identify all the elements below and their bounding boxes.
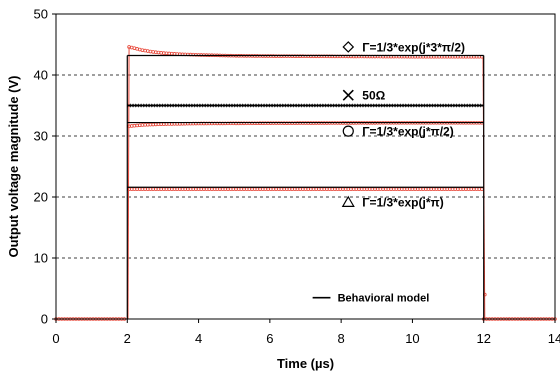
circle-icon <box>342 125 354 137</box>
grid <box>56 13 555 259</box>
tick-label-x-0: 0 <box>52 331 59 346</box>
series-label-1: 50Ω <box>362 89 385 103</box>
tick-label-x-14: 14 <box>548 331 560 346</box>
tick-label-x-2: 2 <box>124 331 131 346</box>
y-axis-title: Output voltage magnitude (V) <box>6 76 21 258</box>
legend-label: Behavioral model <box>338 293 430 305</box>
legend: Behavioral model <box>312 293 430 305</box>
tick-label-y-30: 30 <box>34 129 48 144</box>
axes <box>52 13 556 323</box>
tick-label-x-8: 8 <box>338 331 345 346</box>
tick-label-x-12: 12 <box>476 331 490 346</box>
tick-label-x-6: 6 <box>266 331 273 346</box>
measured-data <box>54 45 557 321</box>
tick-label-y-10: 10 <box>34 251 48 266</box>
cross-icon <box>342 89 354 101</box>
tick-label-x-10: 10 <box>405 331 419 346</box>
tick-label-y-40: 40 <box>34 68 48 83</box>
tick-labels: 0 10 20 30 40 50 0 2 4 6 8 10 12 14 <box>34 7 560 347</box>
tick-label-y-50: 50 <box>34 7 48 22</box>
plot-frame <box>55 13 556 320</box>
tick-label-y-20: 20 <box>34 190 48 205</box>
measured-rise-edge <box>127 46 130 320</box>
series-label-0: Γ=1/3*exp(j*3*π/2) <box>362 40 465 54</box>
series-label-3: Γ=1/3*exp(j*π) <box>362 195 443 209</box>
triangle-icon <box>341 195 355 207</box>
series-label-2: Γ=1/3*exp(j*π/2) <box>362 125 453 139</box>
behavioral-model-lines <box>126 54 485 319</box>
diamond-icon <box>342 41 355 53</box>
series-labels: Γ=1/3*exp(j*3*π/2) 50Ω Γ=1/3*exp(j*π/2) Γ=1… <box>341 40 465 209</box>
tick-label-x-4: 4 <box>195 331 202 346</box>
tick-label-y-0: 0 <box>41 312 48 327</box>
x-axis-title: Time (µs) <box>277 356 334 371</box>
